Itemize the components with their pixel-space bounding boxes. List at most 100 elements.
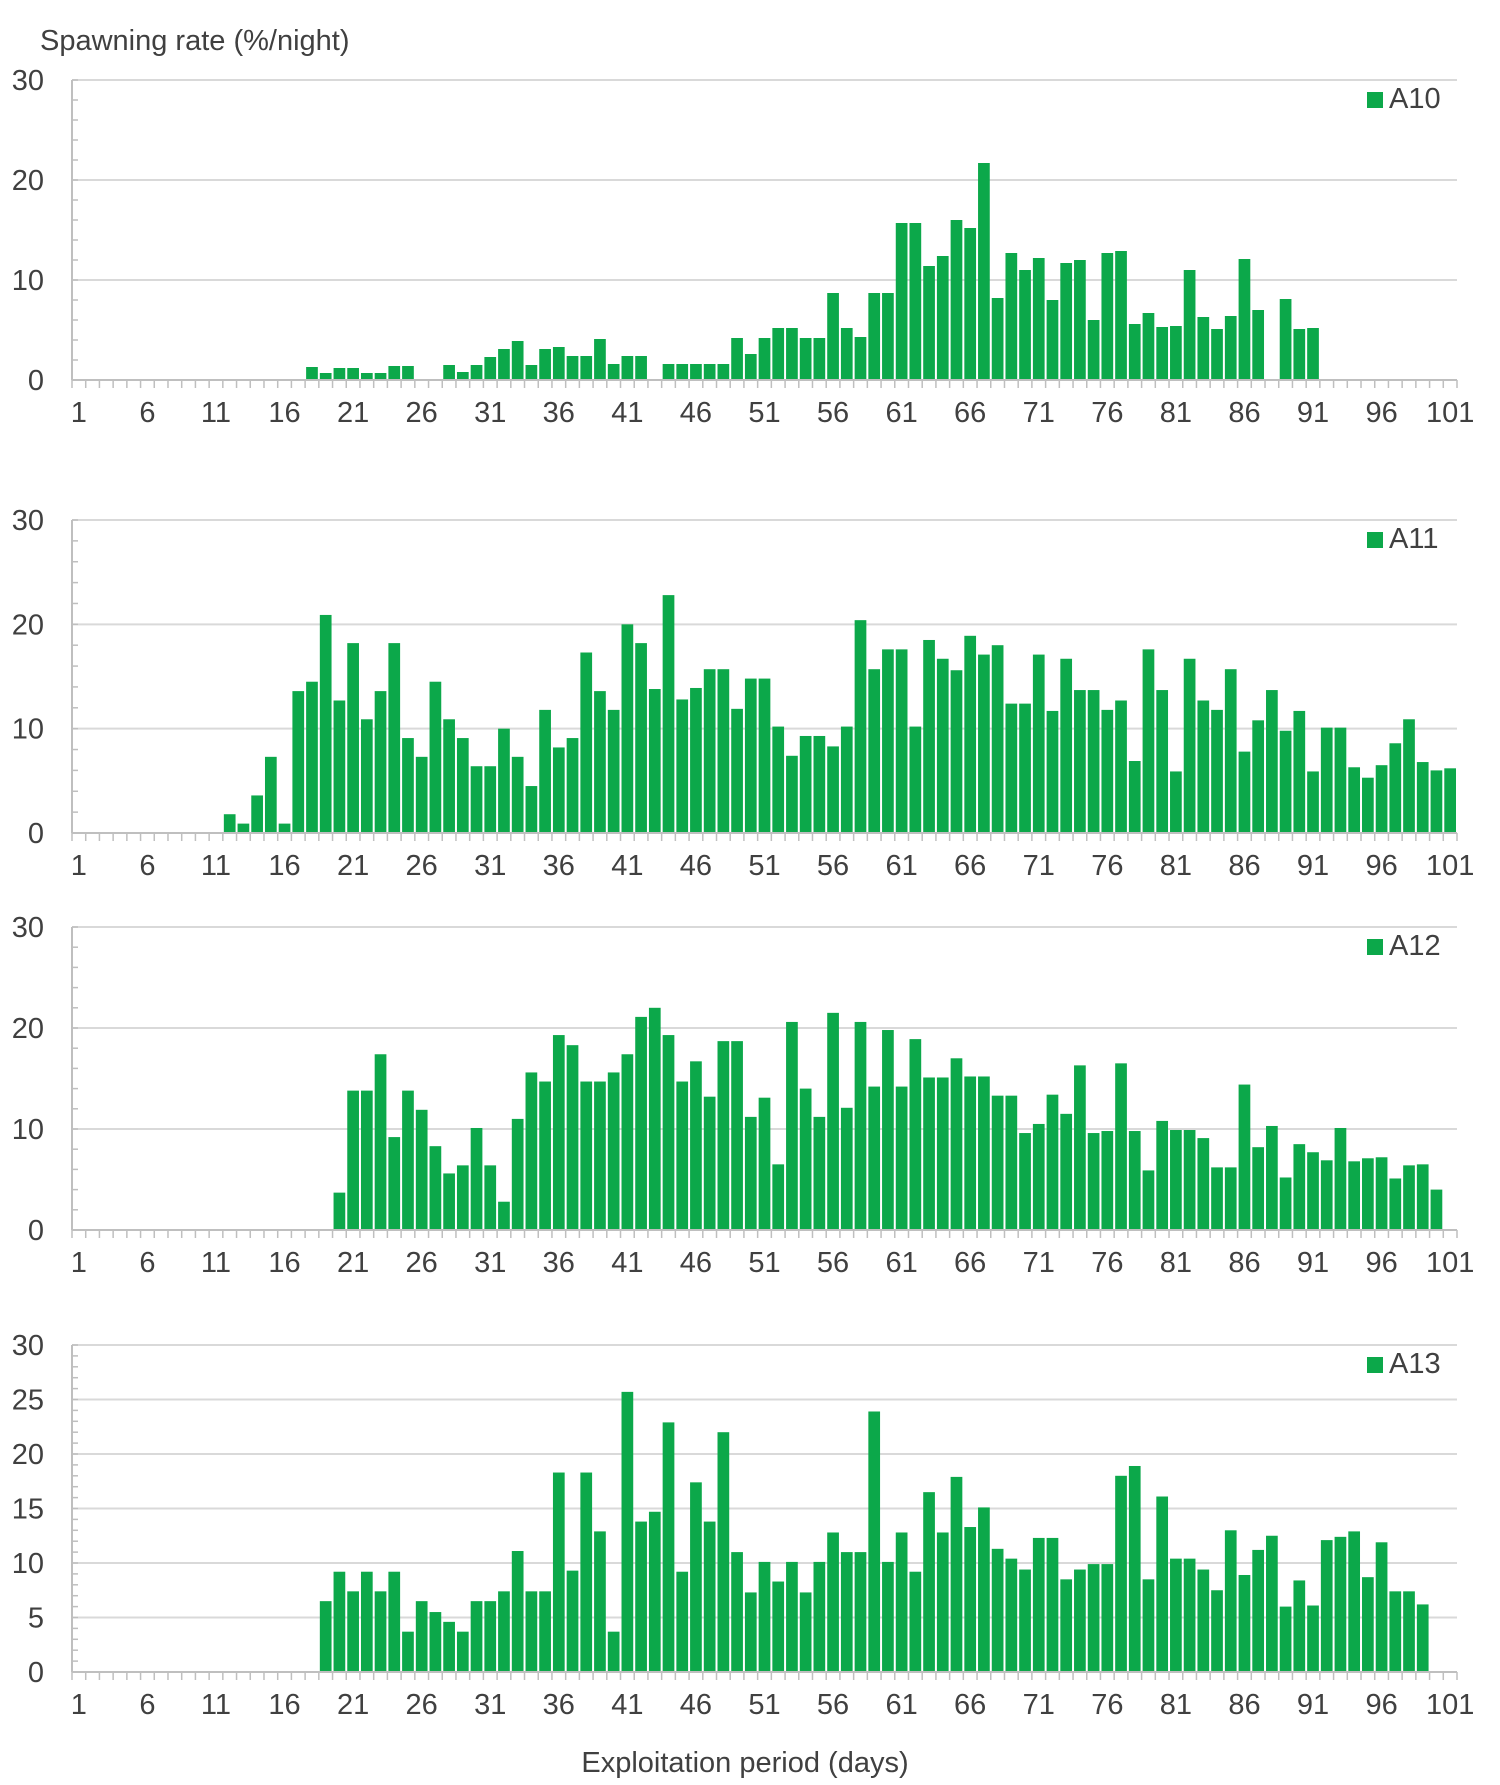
bar-day-32 xyxy=(498,728,510,833)
x-tick-label: 41 xyxy=(611,397,643,429)
bar-day-48 xyxy=(717,669,730,833)
bar-day-87 xyxy=(1252,1147,1265,1230)
bar-day-80 xyxy=(1156,327,1169,380)
bar-day-99 xyxy=(1416,762,1429,833)
bar-day-24 xyxy=(388,643,401,833)
x-tick-label: 61 xyxy=(885,397,917,429)
bar-day-99 xyxy=(1416,1164,1429,1230)
bar-day-58 xyxy=(854,337,867,380)
bar-day-72 xyxy=(1046,1094,1059,1230)
bar-day-84 xyxy=(1211,1167,1223,1230)
bar-day-81 xyxy=(1170,1130,1182,1230)
bar-day-80 xyxy=(1156,1120,1169,1230)
bar-day-74 xyxy=(1074,260,1086,380)
bar-day-77 xyxy=(1115,1475,1127,1672)
bar-day-78 xyxy=(1128,1465,1141,1672)
x-tick-label: 51 xyxy=(748,1247,780,1279)
bar-day-85 xyxy=(1224,316,1237,380)
bar-day-81 xyxy=(1170,771,1182,833)
x-tick-label: 81 xyxy=(1160,1247,1192,1279)
bar-day-56 xyxy=(827,1532,839,1672)
x-tick-label: 46 xyxy=(680,850,712,882)
bar-day-54 xyxy=(799,1592,812,1672)
bar-day-55 xyxy=(813,735,826,833)
bar-day-31 xyxy=(484,766,497,833)
x-tick-label: 56 xyxy=(817,1689,849,1721)
bar-day-70 xyxy=(1019,1133,1031,1230)
bar-day-87 xyxy=(1252,1549,1265,1672)
x-tick-label: 66 xyxy=(954,397,986,429)
bar-day-54 xyxy=(799,735,812,833)
bar-day-31 xyxy=(484,1165,497,1230)
bar-day-86 xyxy=(1238,1084,1251,1230)
bar-day-86 xyxy=(1238,1574,1251,1672)
bar-day-59 xyxy=(868,293,881,380)
y-tick-label: 20 xyxy=(12,609,44,641)
bar-day-93 xyxy=(1334,727,1347,833)
bar-day-82 xyxy=(1183,1558,1196,1672)
bar-day-51 xyxy=(758,678,771,833)
y-tick-label: 30 xyxy=(12,1330,44,1362)
bar-day-70 xyxy=(1019,1569,1031,1672)
bar-day-80 xyxy=(1156,1496,1169,1672)
x-tick-label: 96 xyxy=(1365,1689,1397,1721)
x-tick-label: 6 xyxy=(139,1689,155,1721)
bar-day-16 xyxy=(278,823,291,833)
bar-day-77 xyxy=(1115,700,1127,833)
bar-day-97 xyxy=(1389,743,1402,833)
bar-day-38 xyxy=(580,1472,593,1672)
y-tick-label: 10 xyxy=(12,1548,44,1580)
bar-day-67 xyxy=(978,1076,990,1230)
x-tick-label: 76 xyxy=(1091,397,1123,429)
bar-day-63 xyxy=(923,639,935,833)
bar-day-57 xyxy=(840,328,853,380)
x-tick-label: 51 xyxy=(748,397,780,429)
x-tick-label: 21 xyxy=(337,850,369,882)
bar-day-77 xyxy=(1115,251,1127,380)
bar-day-95 xyxy=(1362,777,1374,833)
bar-day-35 xyxy=(539,1591,551,1672)
bar-day-37 xyxy=(566,1045,579,1230)
bar-day-71 xyxy=(1032,654,1045,833)
bar-day-54 xyxy=(799,338,812,380)
bar-day-63 xyxy=(923,1492,935,1672)
bar-day-86 xyxy=(1238,259,1251,380)
bar-day-22 xyxy=(360,1571,373,1672)
x-tick-label: 91 xyxy=(1297,397,1329,429)
bar-day-60 xyxy=(882,1561,894,1672)
y-tick-label: 30 xyxy=(12,65,44,97)
x-tick-label: 26 xyxy=(406,850,438,882)
bar-day-22 xyxy=(360,373,373,380)
bar-day-35 xyxy=(539,709,551,833)
bar-day-89 xyxy=(1279,730,1292,833)
bar-day-69 xyxy=(1005,703,1018,833)
bar-day-88 xyxy=(1266,690,1278,833)
bar-day-53 xyxy=(786,755,798,833)
x-tick-label: 36 xyxy=(543,1689,575,1721)
bar-day-66 xyxy=(964,1527,977,1672)
bar-day-101 xyxy=(1444,768,1456,833)
bar-day-51 xyxy=(758,1561,771,1672)
y-tick-label: 5 xyxy=(28,1603,44,1635)
bar-day-42 xyxy=(635,1521,647,1672)
bar-day-46 xyxy=(690,1482,702,1672)
bar-day-44 xyxy=(662,1035,675,1230)
bar-day-61 xyxy=(895,1086,908,1230)
bar-day-51 xyxy=(758,338,771,380)
x-tick-label: 41 xyxy=(611,1247,643,1279)
bar-day-55 xyxy=(813,1116,826,1230)
bar-day-75 xyxy=(1087,320,1100,380)
bar-day-88 xyxy=(1266,1535,1278,1672)
bar-day-89 xyxy=(1279,1177,1292,1230)
bar-day-25 xyxy=(402,1631,414,1672)
x-tick-label: 46 xyxy=(680,397,712,429)
bar-day-61 xyxy=(895,1532,908,1672)
bar-day-45 xyxy=(676,699,689,833)
x-tick-label: 66 xyxy=(954,1689,986,1721)
bar-day-95 xyxy=(1362,1577,1374,1672)
bar-day-62 xyxy=(909,223,922,380)
bar-day-79 xyxy=(1142,649,1155,833)
y-tick-label: 0 xyxy=(28,1215,44,1247)
bar-day-59 xyxy=(868,669,881,833)
